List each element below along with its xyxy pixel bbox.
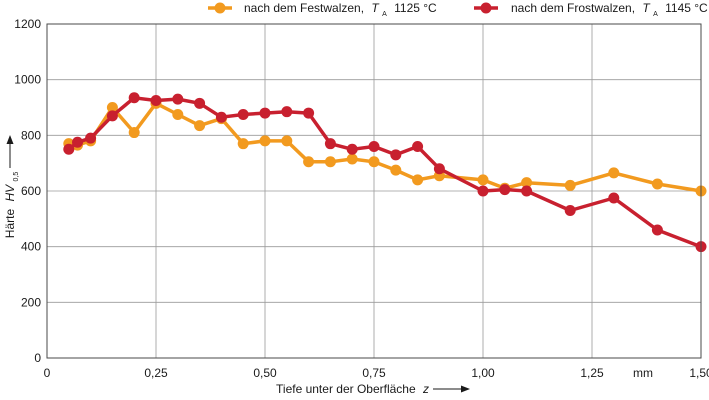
x-tick-label: 1,00 [471, 366, 495, 380]
legend-label: nach dem Frostwalzen, [511, 1, 635, 15]
data-point [303, 156, 315, 168]
legend-temperature: 1125 °C [394, 1, 437, 15]
legend-variable: T [642, 1, 651, 15]
data-point [433, 163, 445, 175]
legend-swatch-marker [480, 2, 492, 14]
y-axis-variable: HV [3, 184, 17, 202]
x-tick-label: 1,25 [580, 366, 604, 380]
svg-text:nach dem Festwalzen, T: nach dem Festwalzen, T A 1125 °C [244, 1, 437, 19]
legend-swatch-icon [474, 2, 498, 14]
data-point [608, 192, 620, 204]
x-tick-label: 1,50 [689, 366, 709, 380]
y-axis-title: Härte HV 0,5 [3, 135, 20, 238]
data-point [368, 140, 380, 152]
legend-item-festwalzen: nach dem Festwalzen, T A 1125 °C [208, 1, 437, 19]
data-point [72, 136, 84, 148]
data-point [564, 179, 576, 191]
data-point [390, 149, 402, 161]
legend: nach dem Festwalzen, T A 1125 °C nach de… [208, 1, 708, 19]
legend-item-frostwalzen: nach dem Frostwalzen, T A 1145 °C [474, 1, 708, 19]
data-point [237, 108, 249, 120]
y-axis-subscript: 0,5 [13, 172, 20, 182]
data-point [194, 120, 206, 132]
x-axis-title: Tiefe unter der Oberfläche z [276, 382, 470, 396]
arrow-head [6, 135, 14, 144]
svg-text:nach dem Frostwalzen,: nach dem Frostwalzen, T A 1145 °C [511, 1, 708, 19]
data-point [106, 110, 118, 122]
data-point [521, 177, 533, 189]
legend-label: nach dem Festwalzen, [244, 1, 364, 15]
data-point [368, 156, 380, 168]
data-point [237, 138, 249, 150]
data-point [346, 143, 358, 155]
y-tick-labels: 0 200 400 600 800 1000 1200 [14, 17, 41, 365]
series-layer [63, 92, 707, 253]
data-point [651, 178, 663, 190]
y-tick-label: 0 [34, 351, 41, 365]
x-axis-title-text: Tiefe unter der Oberfläche [276, 382, 416, 396]
data-point [128, 127, 140, 139]
data-point [172, 93, 184, 105]
data-point [303, 107, 315, 119]
y-axis-title-text: Härte [3, 209, 17, 239]
data-point [259, 135, 271, 147]
x-tick-label: 0 [44, 366, 51, 380]
data-point [564, 204, 576, 216]
legend-variable: T [371, 1, 380, 15]
data-point [521, 185, 533, 197]
series-festwalzen [63, 97, 707, 197]
data-point [651, 224, 663, 236]
series-line [67, 96, 702, 249]
data-point [608, 167, 620, 179]
x-tick-label: 0,50 [253, 366, 277, 380]
svg-text:Härte HV 0,5: Härte HV 0,5 [3, 172, 20, 239]
legend-swatch-icon [208, 2, 232, 14]
data-point [281, 135, 293, 147]
grid [46, 23, 702, 359]
legend-subscript: A [653, 11, 658, 18]
arrow-head [461, 385, 470, 393]
y-tick-label: 1000 [14, 73, 41, 87]
x-axis-variable: z [422, 382, 429, 396]
plot-frame [46, 23, 702, 359]
x-axis-arrow-icon [433, 385, 470, 393]
x-unit-label: mm [633, 366, 653, 380]
x-tick-label: 0,25 [144, 366, 168, 380]
data-point [259, 107, 271, 119]
legend-subscript: A [382, 11, 387, 18]
svg-text:Tiefe unter der Oberfläche: Tiefe unter der Oberfläche z [276, 382, 429, 396]
x-tick-label: 0,75 [362, 366, 386, 380]
x-tick-labels: 0 0,25 0,50 0,75 1,00 1,25 1,50 [44, 366, 709, 380]
y-tick-label: 1200 [14, 17, 41, 31]
data-point [412, 174, 424, 186]
data-point [215, 111, 227, 123]
data-point [85, 132, 97, 144]
data-point [128, 92, 140, 104]
data-point [63, 143, 75, 155]
data-point [172, 108, 184, 120]
y-tick-label: 600 [21, 184, 41, 198]
data-point [324, 138, 336, 150]
series-line [68, 101, 702, 193]
y-tick-label: 400 [21, 240, 41, 254]
legend-temperature: 1145 °C [665, 1, 708, 15]
y-tick-label: 200 [21, 295, 41, 309]
data-point [477, 185, 489, 197]
data-point [194, 97, 206, 109]
data-point [281, 106, 293, 118]
data-point [106, 102, 118, 113]
series-frostwalzen [63, 92, 707, 253]
legend-swatch-marker [214, 2, 226, 14]
data-point [346, 153, 358, 165]
data-point [324, 156, 336, 168]
data-point [412, 140, 424, 152]
data-point [499, 184, 511, 196]
data-point [150, 95, 162, 107]
y-axis-arrow-icon [6, 135, 14, 168]
y-tick-label: 800 [21, 128, 41, 142]
data-point [477, 174, 489, 186]
data-point [390, 164, 402, 176]
